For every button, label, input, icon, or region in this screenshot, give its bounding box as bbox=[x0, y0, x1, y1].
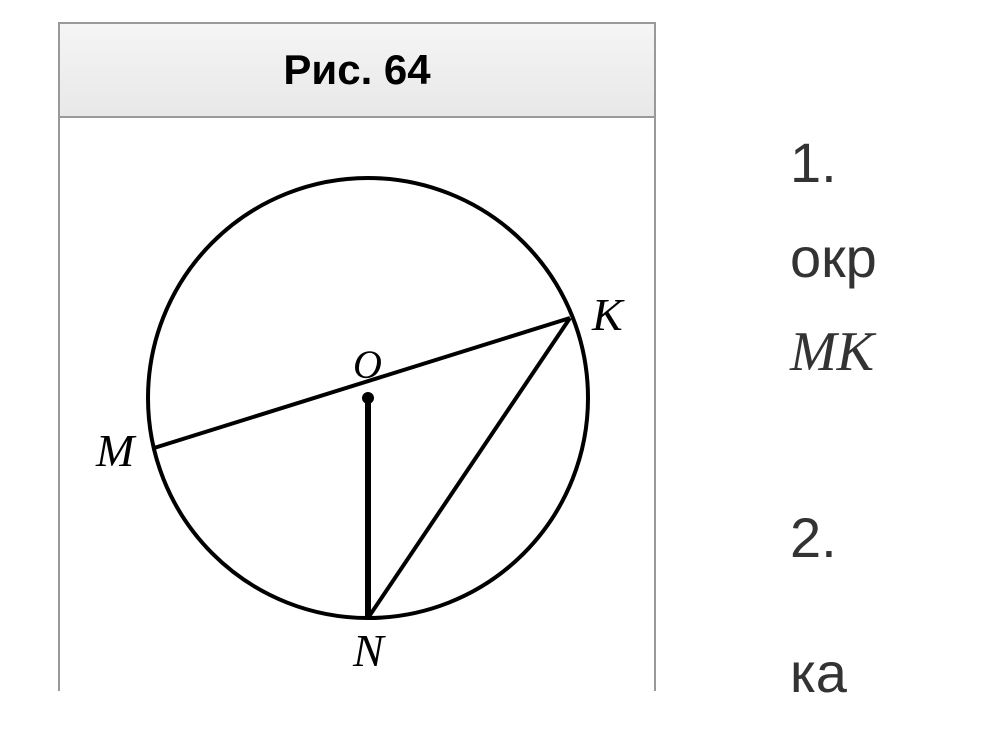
side-text-4: ка bbox=[790, 640, 847, 705]
center-point bbox=[362, 392, 374, 404]
side-text-2: МК bbox=[790, 320, 874, 384]
side-text-0: 1. bbox=[790, 130, 837, 195]
geometry-diagram: O K M N bbox=[60, 118, 654, 691]
side-text-3: 2. bbox=[790, 505, 837, 570]
label-O: O bbox=[353, 342, 382, 387]
label-M: M bbox=[95, 425, 137, 476]
line-N-K bbox=[368, 318, 570, 618]
figure-body: O K M N bbox=[60, 118, 654, 691]
figure-frame: Рис. 64 O K M N bbox=[58, 22, 656, 691]
figure-title: Рис. 64 bbox=[283, 46, 430, 94]
label-K: K bbox=[591, 289, 625, 340]
side-text-1: окр bbox=[790, 225, 877, 290]
figure-header: Рис. 64 bbox=[60, 24, 654, 118]
label-N: N bbox=[352, 625, 386, 676]
